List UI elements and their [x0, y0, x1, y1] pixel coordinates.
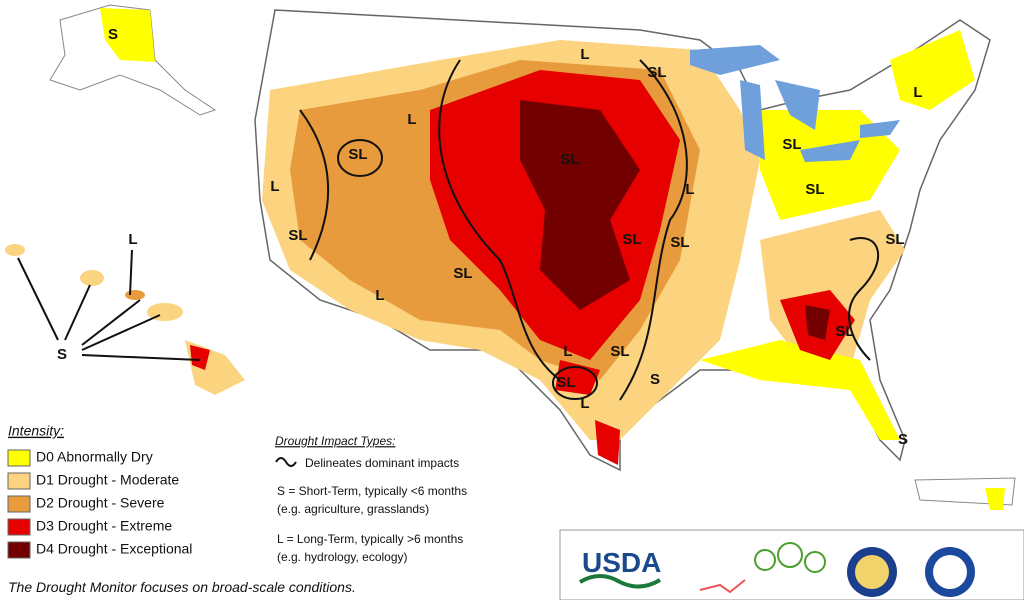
map-label: SL [622, 231, 641, 248]
legend-swatch [7, 541, 31, 559]
map-label: L [407, 111, 416, 128]
map-label: SL [610, 343, 629, 360]
island [125, 290, 145, 300]
legend-swatch [7, 449, 31, 467]
legend-label: D0 Abnormally Dry [36, 449, 153, 465]
map-label: SL [348, 146, 367, 163]
usda-logo: USDA [582, 547, 661, 578]
map-label: SL [453, 265, 472, 282]
map-label: SL [670, 234, 689, 251]
map-label: S [57, 346, 67, 363]
map-label: L [685, 181, 694, 198]
impacts: Delineates dominant impacts S = Short-Ter… [277, 456, 467, 564]
d3-area [595, 420, 620, 465]
map-label: SL [560, 151, 579, 168]
legend-swatch [7, 518, 31, 536]
impact-text: (e.g. hydrology, ecology) [277, 550, 408, 564]
legend-label: D4 Drought - Exceptional [36, 541, 192, 557]
map-label: S [898, 431, 908, 448]
impacts-title: Drought Impact Types: [275, 434, 396, 448]
map-label: L [128, 231, 137, 248]
legend-swatch [7, 495, 31, 513]
island-drought [190, 345, 210, 370]
d4-area [520, 100, 640, 310]
map-label: L [580, 46, 589, 63]
impact-text: L = Long-Term, typically >6 months [277, 532, 463, 546]
pr-drought [985, 488, 1005, 510]
legend-label: D2 Drought - Severe [36, 495, 165, 511]
map-label: SL [885, 231, 904, 248]
impact-line-symbol [275, 457, 297, 467]
map-label: SL [805, 181, 824, 198]
d0-area [890, 30, 975, 110]
impact-lines [299, 59, 879, 401]
drought-areas [262, 30, 975, 465]
logos: USDA [559, 529, 1024, 601]
d4-area [805, 305, 830, 340]
map-label: SL [556, 374, 575, 391]
great-lakes [690, 45, 900, 162]
alaska-drought [100, 8, 155, 62]
map-label: L [563, 343, 572, 360]
legend: D0 Abnormally Dry D1 Drought - Moderate D2… [7, 449, 192, 559]
impact-text: S = Short-Term, typically <6 months [277, 484, 467, 498]
d0-area [700, 340, 900, 440]
island [80, 270, 104, 286]
map-label: L [270, 178, 279, 195]
map-label: L [580, 395, 589, 412]
map-label: S [650, 371, 660, 388]
map-label: L [913, 84, 922, 101]
legend-label: D1 Drought - Moderate [36, 472, 179, 488]
map-label: SL [288, 227, 307, 244]
impact-text: (e.g. agriculture, grasslands) [277, 502, 429, 516]
map-label: SL [835, 323, 854, 340]
hawaii [5, 244, 245, 395]
map-label: SL [647, 64, 666, 81]
legend-label: D3 Drought - Extreme [36, 518, 172, 534]
legend-title: Intensity: [8, 423, 64, 439]
footer: The Drought Monitor focuses on broad-sca… [8, 579, 356, 595]
impact-text: Delineates dominant impacts [305, 456, 459, 470]
map-label: L [375, 287, 384, 304]
legend-swatch [7, 472, 31, 490]
island [5, 244, 25, 256]
map-label: SL [782, 136, 801, 153]
map-label: S [108, 26, 118, 43]
